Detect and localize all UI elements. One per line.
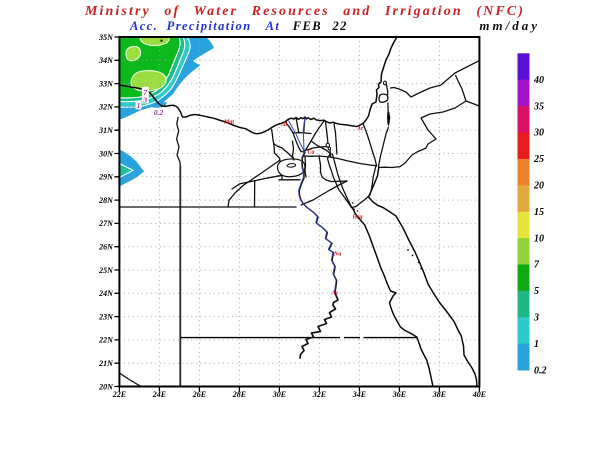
svg-text:23N: 23N (98, 312, 114, 321)
svg-text:Na: Na (333, 252, 341, 258)
svg-text:35N: 35N (98, 33, 114, 42)
svg-text:21N: 21N (98, 359, 114, 368)
svg-text:7: 7 (143, 88, 147, 97)
svg-text:Ar: Ar (356, 126, 364, 132)
svg-text:3: 3 (533, 313, 539, 324)
svg-text:30E: 30E (272, 390, 286, 399)
svg-text:5: 5 (534, 286, 539, 297)
svg-text:38E: 38E (432, 390, 446, 399)
svg-text:28E: 28E (232, 390, 246, 399)
svg-text:40: 40 (533, 75, 544, 86)
svg-text:25N: 25N (98, 266, 114, 275)
svg-text:27N: 27N (98, 219, 114, 228)
svg-text:Al: Al (281, 122, 288, 128)
svg-text:0.2: 0.2 (534, 365, 547, 376)
svg-text:34E: 34E (352, 390, 366, 399)
svg-text:30N: 30N (98, 149, 114, 158)
svg-text:26E: 26E (192, 390, 206, 399)
svg-text:10: 10 (534, 233, 544, 244)
svg-text:Ca: Ca (308, 150, 315, 156)
svg-text:0.2: 0.2 (154, 108, 164, 117)
svg-text:3: 3 (142, 95, 147, 104)
svg-text:20: 20 (533, 181, 544, 192)
svg-text:Hrg: Hrg (352, 215, 363, 221)
svg-text:24E: 24E (152, 390, 166, 399)
svg-text:7: 7 (534, 260, 540, 271)
svg-text:25: 25 (533, 154, 544, 165)
svg-text:32N: 32N (98, 103, 114, 112)
svg-text:40E: 40E (472, 390, 486, 399)
svg-text:As: As (331, 291, 339, 297)
svg-text:35: 35 (533, 101, 544, 112)
svg-text:1: 1 (137, 101, 141, 110)
svg-text:36E: 36E (392, 390, 406, 399)
svg-text:15: 15 (534, 207, 544, 218)
svg-text:30: 30 (533, 128, 544, 139)
svg-text:22N: 22N (98, 336, 114, 345)
svg-text:24N: 24N (98, 289, 114, 298)
svg-text:31N: 31N (98, 126, 114, 135)
svg-text:Acc. Precipitation At FEB 22: Acc. Precipitation At FEB 22 (129, 19, 348, 33)
svg-text:Ministry of Water Resources an: Ministry of Water Resources and Irrigati… (84, 4, 525, 19)
svg-text:34N: 34N (98, 56, 114, 65)
svg-text:1: 1 (534, 339, 539, 350)
svg-text:22E: 22E (112, 390, 126, 399)
svg-text:32E: 32E (312, 390, 326, 399)
svg-text:26N: 26N (98, 243, 114, 252)
svg-text:29N: 29N (98, 173, 114, 182)
svg-text:Mat: Mat (223, 120, 234, 126)
svg-text:mm/day: mm/day (479, 18, 540, 33)
svg-text:28N: 28N (98, 196, 114, 205)
svg-text:33N: 33N (98, 79, 114, 88)
svg-text:20N: 20N (98, 382, 114, 391)
